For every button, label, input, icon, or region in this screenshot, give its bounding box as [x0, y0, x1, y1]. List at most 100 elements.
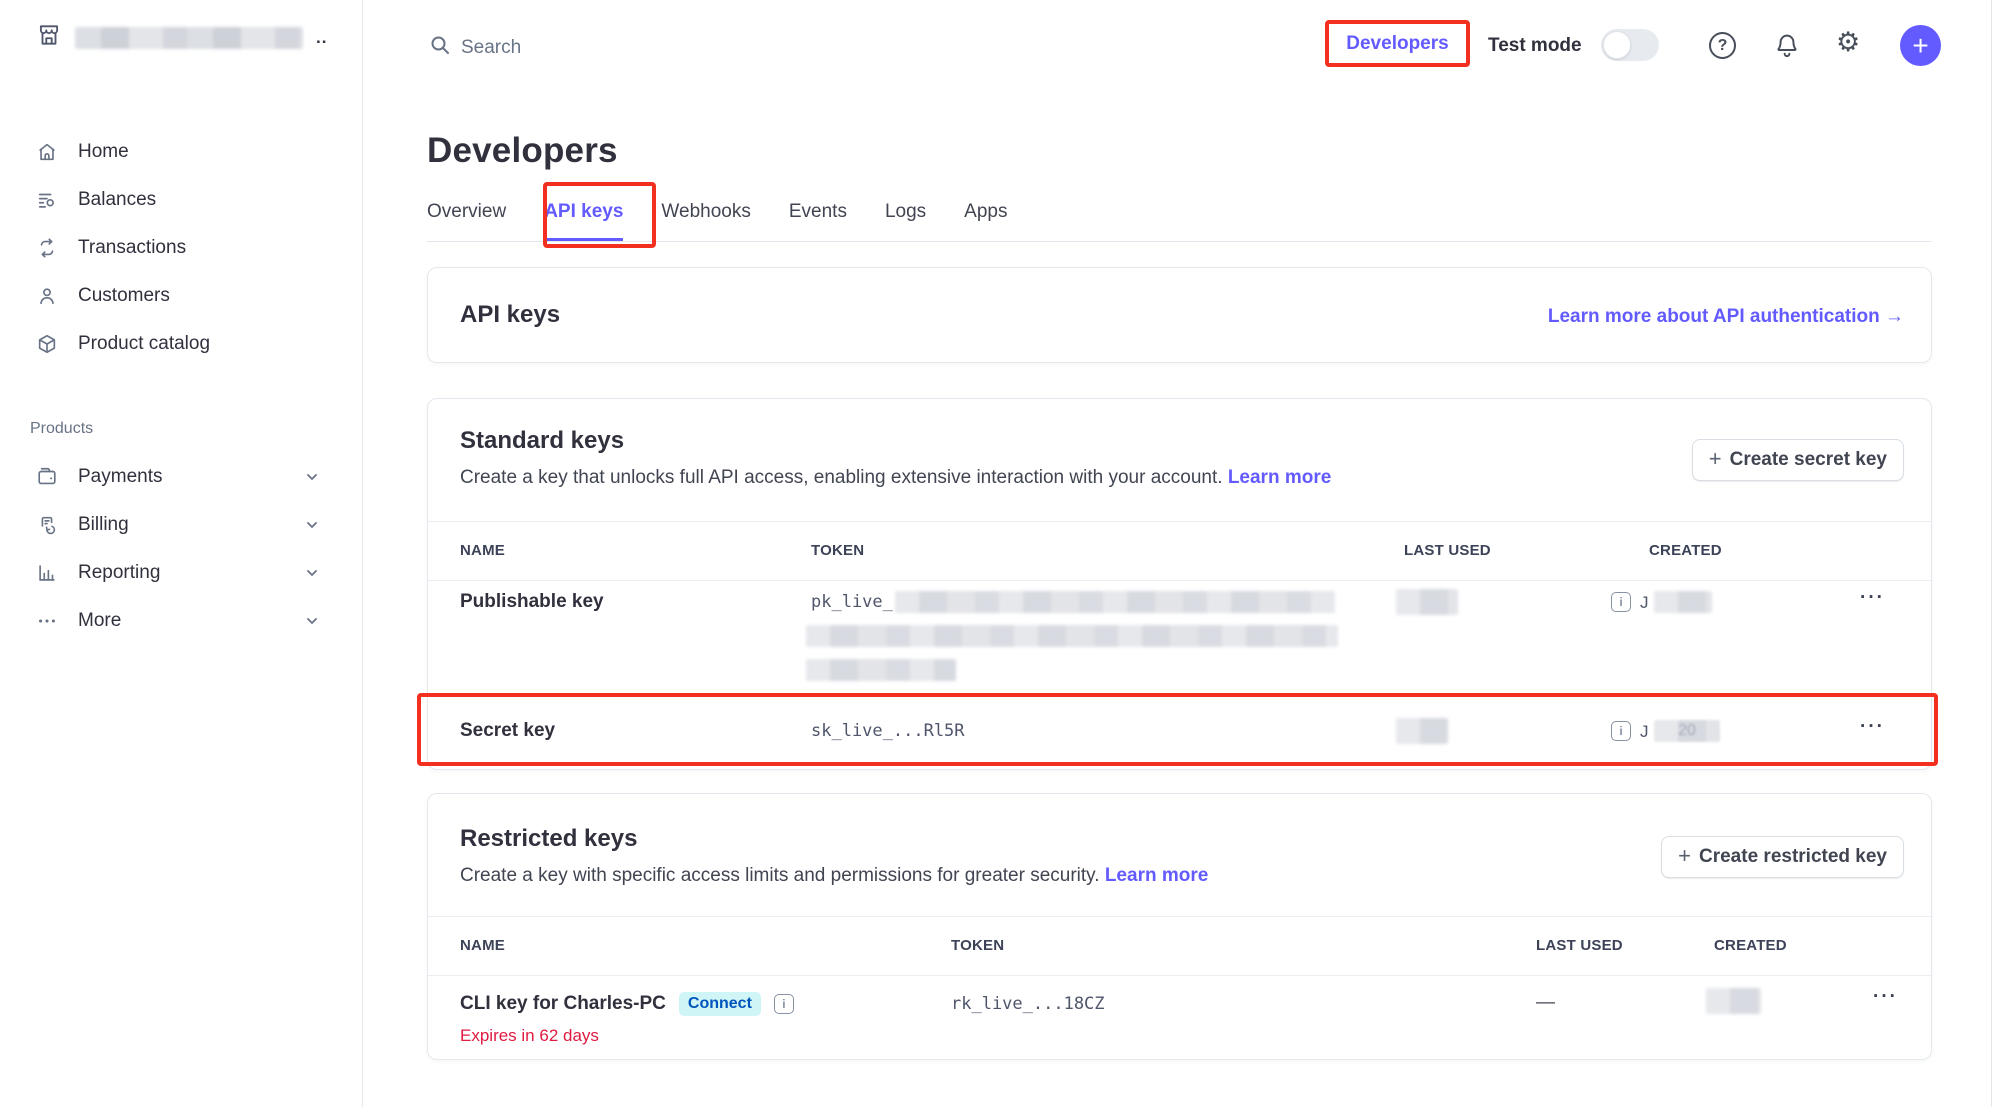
- tab-webhooks[interactable]: Webhooks: [661, 201, 751, 222]
- create-restricted-key-button[interactable]: + Create restricted key: [1661, 836, 1904, 878]
- last-used-value: —: [1536, 992, 1555, 1013]
- col-last-used: LAST USED: [1536, 937, 1623, 954]
- create-secret-key-label: Create secret key: [1729, 449, 1887, 470]
- sidebar: .. Home Balances: [0, 0, 363, 1107]
- standard-keys-card: Standard keys Create a key that unlocks …: [427, 398, 1932, 770]
- publishable-key-token[interactable]: pk_live_: [811, 591, 1335, 613]
- standard-keys-table-header: NAME TOKEN LAST USED CREATED: [428, 521, 1931, 581]
- sidebar-item-payments[interactable]: Payments: [0, 453, 363, 501]
- row-overflow-menu[interactable]: ···: [1860, 587, 1885, 608]
- info-icon[interactable]: i: [1611, 592, 1631, 612]
- standard-keys-description-text: Create a key that unlocks full API acces…: [460, 467, 1223, 488]
- restricted-keys-table-header: NAME TOKEN LAST USED CREATED: [428, 916, 1931, 976]
- storefront-icon: [36, 22, 62, 53]
- key-name: Secret key: [460, 720, 556, 741]
- transactions-icon: [36, 237, 58, 259]
- search-placeholder: Search: [461, 36, 522, 58]
- sidebar-item-home[interactable]: Home: [0, 128, 363, 176]
- col-token: TOKEN: [811, 542, 865, 559]
- sidebar-item-label: Billing: [78, 514, 129, 535]
- sidebar-item-label: Balances: [78, 189, 157, 210]
- sidebar-item-transactions[interactable]: Transactions: [0, 224, 363, 272]
- toggle-knob: [1603, 31, 1631, 59]
- chevron-down-icon: [304, 565, 320, 581]
- restricted-keys-card: Restricted keys Create a key with specif…: [427, 793, 1932, 1060]
- created-fragment: J: [1640, 593, 1649, 612]
- home-icon: [36, 141, 58, 163]
- sidebar-section-products: Products: [30, 420, 94, 437]
- col-created: CREATED: [1714, 937, 1787, 954]
- sidebar-item-more[interactable]: More: [0, 597, 363, 645]
- sidebar-item-balances[interactable]: Balances: [0, 176, 363, 224]
- connect-badge[interactable]: Connect: [678, 992, 761, 1016]
- customers-icon: [36, 285, 58, 307]
- secret-key-token[interactable]: sk_live_...Rl5R: [811, 721, 965, 741]
- create-restricted-key-label: Create restricted key: [1699, 846, 1887, 867]
- restricted-key-token[interactable]: rk_live_...18CZ: [951, 994, 1105, 1014]
- tab-api-keys[interactable]: API keys: [544, 201, 624, 241]
- token-prefix: pk_live_: [811, 592, 893, 612]
- account-switcher[interactable]: ..: [36, 22, 327, 53]
- chevron-down-icon: [304, 469, 320, 485]
- balances-icon: [36, 189, 58, 211]
- cli-key-name-cell: CLI key for Charles-PC Connect i: [460, 992, 794, 1016]
- sidebar-item-reporting[interactable]: Reporting: [0, 549, 363, 597]
- standard-keys-learn-more-link[interactable]: Learn more: [1227, 467, 1332, 488]
- settings-gear-icon[interactable]: ⚙: [1836, 27, 1861, 58]
- standard-keys-description: Create a key that unlocks full API acces…: [460, 467, 1331, 489]
- token-redacted-line3: [806, 659, 956, 681]
- tab-apps[interactable]: Apps: [964, 201, 1008, 222]
- window-edge: [1991, 0, 1992, 1107]
- sidebar-item-billing[interactable]: Billing: [0, 501, 363, 549]
- package-icon: [36, 333, 58, 355]
- created-redacted: 20: [1654, 720, 1720, 742]
- plus-icon: +: [1678, 843, 1691, 868]
- tab-overview[interactable]: Overview: [427, 201, 507, 222]
- account-name-suffix: ..: [316, 27, 328, 47]
- test-mode-label: Test mode: [1488, 35, 1582, 56]
- tab-logs[interactable]: Logs: [884, 201, 927, 222]
- billing-icon: [36, 514, 58, 536]
- developers-topnav-link[interactable]: Developers: [1346, 32, 1449, 54]
- search-icon: [428, 33, 452, 62]
- info-icon[interactable]: i: [1611, 721, 1631, 741]
- help-icon[interactable]: ?: [1709, 32, 1736, 59]
- payments-icon: [36, 466, 58, 488]
- plus-icon: +: [1912, 29, 1929, 61]
- notifications-bell-icon[interactable]: [1773, 31, 1801, 64]
- col-last-used: LAST USED: [1404, 542, 1491, 559]
- restricted-keys-title: Restricted keys: [460, 825, 638, 852]
- test-mode-toggle[interactable]: [1601, 29, 1659, 61]
- row-overflow-menu[interactable]: ···: [1873, 986, 1898, 1007]
- sidebar-item-label: More: [78, 610, 122, 631]
- learn-api-authentication-link[interactable]: Learn more about API authentication →: [1547, 306, 1904, 327]
- col-name: NAME: [460, 542, 505, 559]
- col-name: NAME: [460, 937, 505, 954]
- create-secret-key-button[interactable]: + Create secret key: [1691, 439, 1904, 481]
- col-token: TOKEN: [951, 937, 1005, 954]
- tab-events[interactable]: Events: [788, 201, 847, 222]
- create-plus-button[interactable]: +: [1900, 25, 1941, 66]
- expires-warning: Expires in 62 days: [460, 1026, 599, 1045]
- sidebar-item-label: Home: [78, 141, 129, 162]
- restricted-keys-learn-more-link[interactable]: Learn more: [1104, 865, 1209, 886]
- info-icon[interactable]: i: [773, 994, 794, 1014]
- sidebar-item-label: Transactions: [78, 237, 187, 258]
- api-keys-card: API keys Learn more about API authentica…: [427, 267, 1932, 363]
- last-used-redacted: [1396, 718, 1448, 744]
- row-divider: [429, 694, 1932, 695]
- row-overflow-menu[interactable]: ···: [1860, 716, 1885, 737]
- tabs-divider: [427, 241, 1932, 242]
- restricted-keys-description: Create a key with specific access limits…: [460, 865, 1208, 887]
- sidebar-item-customers[interactable]: Customers: [0, 272, 363, 320]
- token-redacted: [894, 591, 1335, 613]
- search-input[interactable]: Search: [428, 33, 521, 62]
- col-created: CREATED: [1649, 542, 1722, 559]
- sidebar-item-label: Product catalog: [78, 333, 211, 354]
- key-name: CLI key for Charles-PC: [460, 993, 666, 1014]
- account-name-redacted: [75, 26, 303, 49]
- key-name: Publishable key: [460, 591, 604, 612]
- plus-icon: +: [1708, 446, 1722, 471]
- sidebar-item-product-catalog[interactable]: Product catalog: [0, 320, 363, 368]
